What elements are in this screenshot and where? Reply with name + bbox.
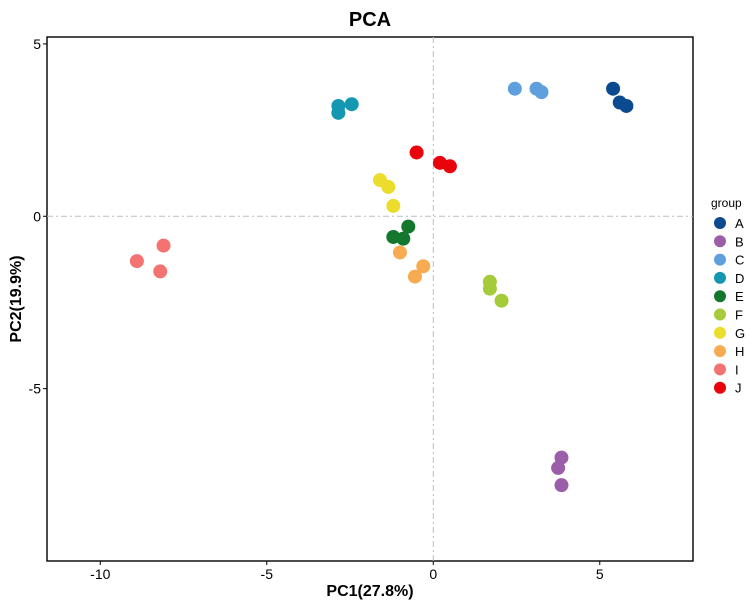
data-point-group-b [551,460,566,475]
plot-frame [46,36,694,562]
legend-marker [714,235,726,248]
x-tick-label: -5 [261,566,274,582]
legend-label: E [735,289,744,304]
legend-item-a: A [714,216,744,231]
x-axis: -10 -5 0 5 [90,561,604,582]
chart-title: PCA [349,9,391,31]
data-point-group-h [416,259,431,274]
legend-label: D [735,271,744,286]
y-tick-label: -5 [29,381,42,397]
legend-item-e: E [714,289,744,304]
data-point-group-c [534,85,549,100]
legend-item-h: H [714,344,744,359]
x-tick-label: 5 [596,566,604,582]
data-point-group-d [344,97,359,112]
data-point-group-j [442,159,457,174]
data-point-group-g [381,179,396,194]
legend-label: J [735,381,742,396]
legend-title: group [711,196,742,210]
x-tick-label: 0 [429,566,437,582]
legend-marker [714,217,726,229]
x-axis-label: PC1(27.8%) [326,583,413,600]
legend-marker [714,363,726,376]
data-point-group-b [554,478,569,493]
legend-label: B [735,234,744,249]
data-point-group-f [494,293,509,308]
legend-item-b: B [714,234,744,249]
y-axis: 5 0 -5 [29,36,47,397]
data-point-group-h [392,245,407,260]
data-point-group-g [386,198,401,213]
scatter-points [129,81,634,493]
data-point-group-a [606,81,621,96]
legend-marker [714,345,726,358]
legend-marker [714,381,726,394]
data-point-group-a [619,98,634,113]
legend-label: C [735,253,744,268]
y-axis-label: PC2(19.9%) [8,255,25,342]
legend-label: F [735,308,743,323]
legend-label: A [735,216,744,231]
legend-label: G [735,326,745,341]
legend-item-d: D [714,271,744,286]
legend-label: H [735,344,744,359]
legend-label: I [735,362,739,377]
legend-marker [714,290,726,303]
data-point-group-c [507,81,522,96]
data-point-group-d [331,105,346,120]
legend-item-g: G [714,326,745,341]
data-point-group-e [396,231,411,246]
legend-marker [714,253,726,266]
y-tick-label: 0 [33,208,41,224]
legend-item-j: J [714,381,742,396]
data-point-group-i [156,238,171,253]
legend-marker [714,271,726,284]
data-point-group-f [482,281,497,296]
data-point-group-j [409,145,424,160]
y-tick-label: 5 [33,36,41,52]
legend-item-f: F [714,308,743,323]
legend-marker [714,326,726,339]
data-point-group-e [401,219,416,234]
data-point-group-i [153,264,168,279]
legend-item-i: I [714,362,739,377]
data-point-group-h [407,269,422,284]
legend-item-c: C [714,253,744,268]
x-tick-label: -10 [90,566,110,582]
legend-marker [714,308,726,321]
data-point-group-i [129,254,144,269]
